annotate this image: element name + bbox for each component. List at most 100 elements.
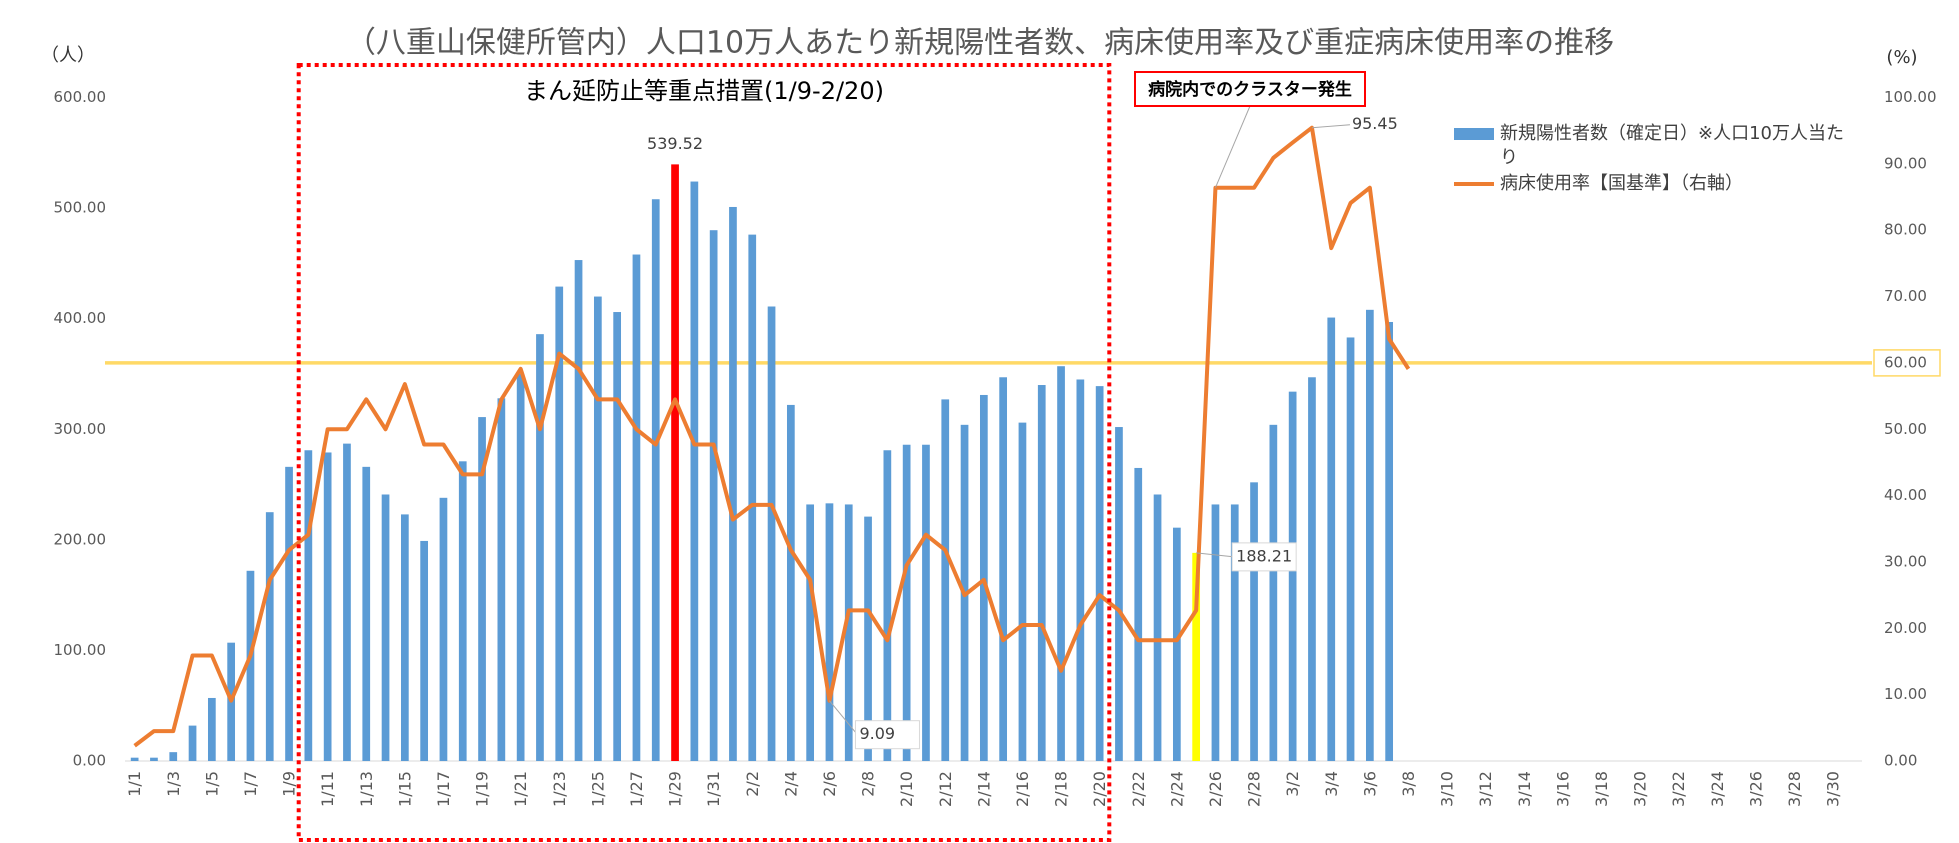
x-tick-label: 1/17 (434, 771, 453, 807)
chart-title: （八重山保健所管内）人口10万人あたり新規陽性者数、病床使用率及び重症病床使用率… (346, 26, 1614, 61)
x-tick-label: 2/18 (1052, 771, 1071, 807)
y2-tick-label: 10.00 (1884, 685, 1927, 703)
legend-label: 新規陽性者数（確定日）※人口10万人当たり (1500, 123, 1844, 168)
y2-tick-label: 80.00 (1884, 221, 1927, 239)
x-tick-label: 3/16 (1553, 771, 1572, 807)
y2-tick-label: 50.00 (1884, 420, 1927, 438)
bar (767, 306, 776, 761)
data-label: 539.52 (647, 134, 703, 153)
y2-tick-label: 0.00 (1884, 752, 1917, 770)
bar (285, 466, 293, 761)
bar (169, 752, 178, 761)
y2-axis-title: (%) (1886, 47, 1917, 68)
x-tick-label: 2/14 (974, 771, 993, 807)
callout-leader (1214, 105, 1251, 188)
bar (690, 181, 699, 761)
legend-swatch (1454, 128, 1494, 140)
y2-tick-label: 60.00 (1884, 353, 1927, 371)
bar (130, 757, 139, 761)
bar (323, 452, 332, 761)
x-tick-label: 3/22 (1669, 771, 1688, 807)
x-tick-label: 3/14 (1515, 771, 1534, 807)
bar (188, 725, 197, 761)
x-tick-label: 1/29 (666, 771, 685, 807)
bar (671, 164, 679, 761)
x-tick-label: 2/4 (781, 771, 800, 797)
x-tick-label: 2/22 (1129, 771, 1148, 807)
x-tick-label: 3/6 (1360, 771, 1379, 797)
y-tick-label: 500.00 (54, 199, 107, 217)
x-tick-label: 2/2 (743, 771, 762, 797)
bar (1192, 552, 1201, 761)
y2-tick-label: 70.00 (1884, 287, 1927, 305)
y-tick-label: 600.00 (54, 88, 107, 106)
bar (825, 503, 834, 761)
x-tick-label: 1/11 (318, 771, 337, 807)
bar (574, 260, 583, 761)
bar (1153, 494, 1162, 761)
x-tick-label: 1/5 (202, 771, 221, 797)
bar (246, 570, 255, 761)
bar (1327, 317, 1336, 761)
bar (1095, 386, 1104, 761)
x-tick-label: 1/15 (395, 771, 414, 807)
bar (844, 504, 853, 761)
bar (478, 417, 486, 761)
y-tick-label: 300.00 (54, 420, 107, 438)
x-tick-label: 2/8 (859, 771, 878, 797)
x-tick-label: 3/24 (1708, 771, 1727, 807)
bar (1346, 337, 1355, 761)
data-label: 188.21 (1236, 546, 1292, 565)
x-tick-label: 3/30 (1824, 771, 1843, 807)
x-tick-label: 1/9 (280, 771, 299, 797)
x-tick-label: 1/21 (511, 771, 530, 807)
y2-tick-label: 40.00 (1884, 486, 1927, 504)
bar (1037, 385, 1046, 761)
bar (304, 450, 313, 761)
bar (1269, 424, 1278, 761)
x-tick-label: 1/23 (550, 771, 569, 807)
bar (729, 206, 737, 762)
bar (381, 494, 390, 761)
x-tick-label: 3/8 (1399, 771, 1418, 797)
x-tick-label: 2/6 (820, 771, 839, 797)
label-leader (829, 700, 858, 736)
x-tick-label: 2/16 (1013, 771, 1032, 807)
bar (1057, 366, 1065, 761)
label-box (854, 720, 920, 750)
bar (1172, 527, 1181, 761)
x-tick-label: 3/12 (1476, 771, 1495, 807)
bar (902, 444, 911, 761)
bar (922, 444, 930, 761)
x-tick-label: 1/31 (704, 771, 723, 807)
x-tick-label: 2/24 (1167, 771, 1186, 807)
bar (555, 286, 564, 761)
bar (420, 540, 429, 761)
bar (613, 312, 622, 761)
bar (1211, 504, 1220, 761)
bar (439, 497, 448, 761)
x-tick-label: 1/25 (588, 771, 607, 807)
y2-tick-label: 20.00 (1884, 619, 1927, 637)
x-tick-label: 2/26 (1206, 771, 1225, 807)
y-tick-label: 100.00 (54, 641, 107, 659)
y-tick-label: 0.00 (73, 752, 106, 770)
x-tick-label: 1/19 (473, 771, 492, 807)
data-label: 9.09 (859, 724, 895, 743)
x-tick-label: 2/28 (1245, 771, 1264, 807)
bar (632, 254, 641, 762)
period-label: まん延防止等重点措置(1/9-2/20) (524, 77, 884, 105)
label-leader (1196, 552, 1235, 558)
y-axis-title: （人） (41, 45, 95, 66)
bar (1134, 467, 1143, 761)
bar (651, 199, 660, 761)
bar (709, 230, 718, 761)
data-label: 95.45 (1352, 114, 1398, 133)
x-tick-label: 2/12 (936, 771, 955, 807)
bar (593, 296, 602, 761)
bar (806, 504, 815, 761)
x-tick-label: 1/7 (241, 771, 260, 797)
bar (1365, 309, 1374, 761)
y-tick-label: 200.00 (54, 530, 107, 548)
